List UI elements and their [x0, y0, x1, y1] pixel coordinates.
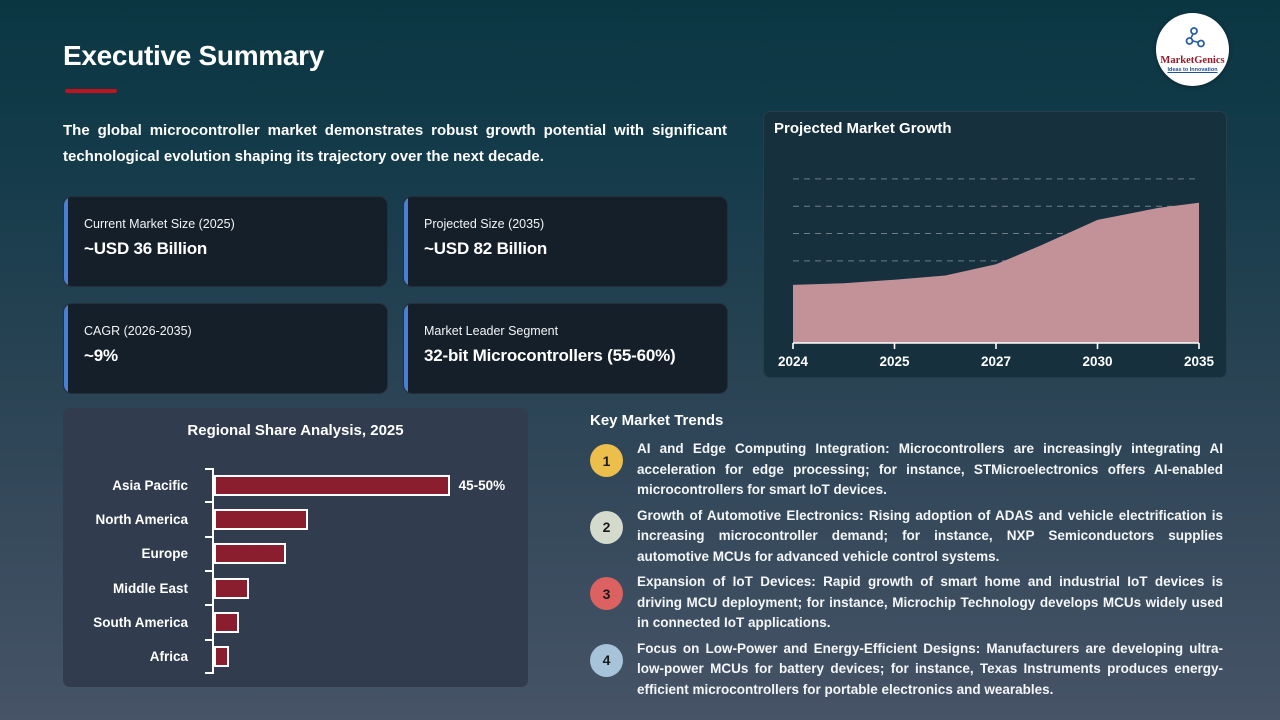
regional-chart-panel: Regional Share Analysis, 2025 Asia Pacif…	[63, 408, 528, 687]
stat-card-value: ~9%	[84, 346, 118, 365]
stat-card-label: Projected Size (2035)	[424, 217, 545, 231]
bar-row: North America	[63, 502, 508, 536]
trend-number-badge: 4	[590, 643, 623, 677]
stat-card-accent-bar	[64, 197, 68, 286]
bar-track	[214, 646, 229, 668]
trend-item: 2 Growth of Automotive Electronics: Risi…	[590, 506, 1223, 568]
bar-row: Asia Pacific 45-50%	[63, 468, 508, 502]
bar-row: South America	[63, 605, 508, 639]
bar	[214, 577, 249, 599]
molecule-network-icon	[1180, 26, 1206, 55]
svg-text:2035: 2035	[1184, 354, 1215, 369]
bar	[214, 646, 229, 668]
logo-brand-name: MarketGenics	[1160, 55, 1225, 66]
trend-item: 1 AI and Edge Computing Integration: Mic…	[590, 439, 1223, 501]
bar-track	[214, 611, 239, 633]
stat-card-label: Current Market Size (2025)	[84, 217, 235, 231]
stat-card-accent-bar	[404, 304, 408, 393]
stat-card-value: ~USD 36 Billion	[84, 239, 208, 258]
trend-text: AI and Edge Computing Integration: Micro…	[637, 441, 1223, 497]
stat-card-label: CAGR (2026-2035)	[84, 324, 192, 338]
bar-category-label: Asia Pacific	[112, 477, 188, 493]
growth-chart-panel: Projected Market Growth 2024 2025 2027 2030…	[763, 111, 1227, 378]
bar-track	[214, 543, 286, 565]
regional-chart-title: Regional Share Analysis, 2025	[187, 422, 404, 439]
trend-text: Expansion of IoT Devices: Rapid growth o…	[637, 574, 1223, 630]
bar-category-label: Africa	[149, 649, 188, 665]
bar-track	[214, 577, 249, 599]
bar	[214, 543, 286, 565]
trends-list: 1 AI and Edge Computing Integration: Mic…	[590, 439, 1223, 700]
trend-number-badge: 2	[590, 510, 623, 544]
growth-area-chart: 2024 2025 2027 2030 2035	[778, 178, 1215, 369]
stat-card: Market Leader Segment 32-bit Microcontro…	[403, 303, 728, 394]
bar-row: Middle East	[63, 571, 508, 605]
logo-tagline: Ideas to Innovation	[1167, 67, 1218, 73]
bar-axis-tick	[205, 468, 212, 470]
bar	[214, 611, 239, 633]
bar-axis-tick	[205, 501, 212, 504]
svg-text:2027: 2027	[981, 354, 1011, 369]
trend-item: 3 Expansion of IoT Devices: Rapid growth…	[590, 572, 1223, 634]
page-title: Executive Summary	[63, 40, 325, 71]
key-market-trends-section: Key Market Trends 1 AI and Edge Computin…	[590, 412, 1223, 705]
intro-paragraph: The global microcontroller market demons…	[63, 122, 727, 165]
bar-axis-tick	[205, 604, 212, 607]
stat-card-accent-bar	[404, 197, 408, 286]
bar	[214, 474, 450, 496]
stat-card: CAGR (2026-2035) ~9%	[63, 303, 388, 394]
trend-number-badge: 3	[590, 577, 623, 610]
stat-card: Current Market Size (2025) ~USD 36 Billi…	[63, 196, 388, 287]
svg-text:2024: 2024	[778, 354, 809, 369]
trend-item: 4 Focus on Low-Power and Energy-Efficien…	[590, 639, 1223, 701]
bar-value-label: 45-50%	[458, 477, 506, 493]
bar-axis-tick	[205, 535, 212, 538]
bar-track	[214, 508, 309, 530]
bar-category-label: Europe	[141, 546, 188, 562]
regional-bar-chart: Asia Pacific 45-50% North America Europe…	[63, 468, 508, 674]
trend-number-badge: 1	[590, 444, 623, 477]
growth-chart-title: Projected Market Growth	[774, 120, 952, 137]
bar-row: Europe	[63, 537, 508, 571]
bar-chart-axis-line	[212, 468, 214, 674]
svg-text:2025: 2025	[879, 354, 910, 369]
bar-axis-tick	[205, 570, 212, 572]
title-accent-underline	[65, 89, 117, 93]
bar-track: 45-50%	[214, 474, 506, 496]
stat-card-grid: Current Market Size (2025) ~USD 36 Billi…	[63, 196, 728, 394]
bar-axis-tick	[205, 638, 212, 641]
marketgenics-logo: MarketGenics Ideas to Innovation	[1156, 13, 1229, 86]
trend-text: Focus on Low-Power and Energy-Efficient …	[637, 640, 1223, 697]
trend-text: Growth of Automotive Electronics: Rising…	[637, 507, 1223, 564]
trends-title: Key Market Trends	[590, 412, 724, 429]
svg-text:2030: 2030	[1082, 354, 1112, 369]
stat-card-accent-bar	[64, 304, 68, 393]
stat-card-label: Market Leader Segment	[424, 324, 559, 338]
bar	[214, 508, 309, 530]
bar-category-label: North America	[95, 511, 188, 527]
stat-card-value: ~USD 82 Billion	[424, 239, 548, 258]
bar-category-label: Middle East	[112, 580, 188, 596]
bar-axis-tick	[205, 672, 212, 674]
bar-category-label: South America	[93, 614, 188, 630]
bar-row: Africa	[63, 640, 508, 674]
stat-card-value: 32-bit Microcontrollers (55-60%)	[424, 346, 676, 365]
stat-card: Projected Size (2035) ~USD 82 Billion	[403, 196, 728, 287]
